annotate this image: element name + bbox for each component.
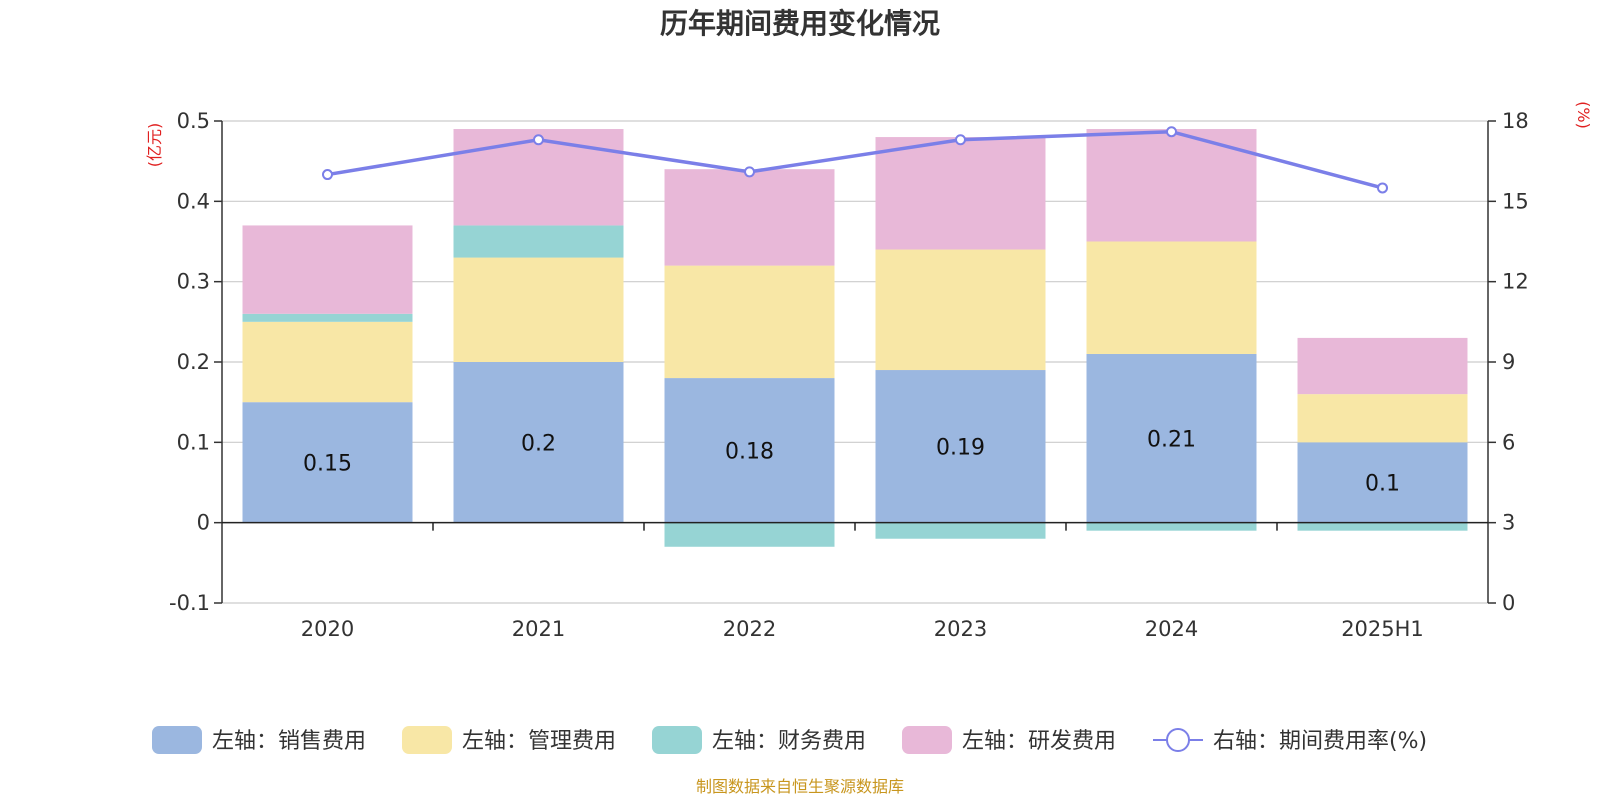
bar-segment bbox=[242, 225, 413, 314]
category-label: 2021 bbox=[512, 617, 565, 641]
bar-segment bbox=[1086, 522, 1257, 531]
rate-line-path bbox=[327, 129, 1383, 190]
bar-segment bbox=[664, 522, 835, 547]
data-label: 0.1 bbox=[1365, 472, 1400, 497]
data-label: 0.21 bbox=[1147, 427, 1196, 452]
legend-label: 左轴：研发费用 bbox=[962, 729, 1116, 754]
legend-label: 右轴：期间费用率(%) bbox=[1213, 729, 1427, 754]
left-axis-unit: (亿元) bbox=[145, 123, 164, 168]
right-tick-label: 15 bbox=[1502, 189, 1529, 213]
bar-segment bbox=[1297, 337, 1468, 395]
bar-segment bbox=[242, 321, 413, 403]
data-labels: 0.15 0.2 0.18 0.19 0.21 0.1 bbox=[303, 427, 1400, 496]
left-tick-label: 0.5 bbox=[177, 109, 210, 133]
data-label: 0.2 bbox=[521, 431, 556, 456]
bar-segment bbox=[1297, 394, 1468, 443]
right-tick-label: 3 bbox=[1502, 511, 1515, 535]
right-tick-label: 9 bbox=[1502, 350, 1515, 374]
bar-segment bbox=[875, 522, 1046, 539]
bar-segment bbox=[242, 402, 413, 523]
left-tick-label: 0.3 bbox=[177, 270, 210, 294]
left-tick-label: 0 bbox=[197, 511, 210, 535]
category-label: 2025H1 bbox=[1341, 617, 1424, 641]
bar-segment bbox=[875, 370, 1046, 523]
legend-swatch bbox=[902, 726, 952, 754]
legend-label: 左轴：销售费用 bbox=[212, 729, 366, 754]
data-label: 0.19 bbox=[936, 435, 985, 460]
rate-point bbox=[533, 134, 544, 146]
data-label: 0.15 bbox=[303, 451, 352, 476]
rate-point bbox=[955, 134, 966, 146]
bar-segment bbox=[1297, 522, 1468, 531]
bar-segment bbox=[1086, 353, 1257, 523]
right-tick-label: 12 bbox=[1502, 270, 1529, 294]
bar-segment bbox=[453, 362, 624, 523]
bar-segment bbox=[453, 225, 624, 258]
category-label: 2023 bbox=[934, 617, 987, 641]
left-tick-label: 0.2 bbox=[177, 350, 210, 374]
right-tick-label: 18 bbox=[1502, 109, 1529, 133]
legend-label: 左轴：财务费用 bbox=[712, 729, 866, 754]
bar-segment bbox=[453, 257, 624, 362]
left-tick-label: 0.1 bbox=[177, 430, 210, 454]
rate-point bbox=[744, 166, 755, 178]
legend-swatch bbox=[402, 726, 452, 754]
bar-segment bbox=[875, 137, 1046, 250]
bars bbox=[242, 129, 1468, 547]
chart-title: 历年期间费用变化情况 bbox=[660, 7, 940, 40]
rate-point bbox=[1166, 126, 1177, 138]
bar-segment bbox=[664, 265, 835, 379]
source-note: 制图数据来自恒生聚源数据库 bbox=[696, 777, 904, 796]
legend-swatch bbox=[152, 726, 202, 754]
bar-segment bbox=[1086, 241, 1257, 354]
right-tick-label: 6 bbox=[1502, 430, 1515, 454]
legend-swatch bbox=[652, 726, 702, 754]
left-tick-label: -0.1 bbox=[169, 591, 210, 615]
legend: 左轴：销售费用 左轴：管理费用 左轴：财务费用 左轴：研发费用 右轴：期间费用率(%) bbox=[152, 726, 1427, 754]
axes: -0.1 0 0.1 0.2 0.3 0.4 0.5 0 3 6 9 12 15 18 2020 2021 20… bbox=[169, 109, 1529, 641]
category-label: 2022 bbox=[723, 617, 776, 641]
bar-segment bbox=[664, 169, 835, 266]
category-label: 2024 bbox=[1145, 617, 1198, 641]
bar-segment bbox=[875, 249, 1046, 371]
left-tick-label: 0.4 bbox=[177, 189, 210, 213]
right-axis-unit: (%) bbox=[1574, 101, 1593, 129]
bar-segment bbox=[664, 378, 835, 523]
bar-segment bbox=[242, 313, 413, 322]
data-label: 0.18 bbox=[725, 439, 774, 464]
right-tick-label: 0 bbox=[1502, 591, 1515, 615]
category-label: 2020 bbox=[301, 617, 354, 641]
rate-point bbox=[1377, 182, 1388, 194]
rate-line bbox=[322, 126, 1388, 194]
legend-marker bbox=[1166, 728, 1190, 752]
bar-segment bbox=[1297, 442, 1468, 523]
legend-label: 左轴：管理费用 bbox=[462, 729, 616, 754]
rate-point bbox=[322, 169, 333, 181]
